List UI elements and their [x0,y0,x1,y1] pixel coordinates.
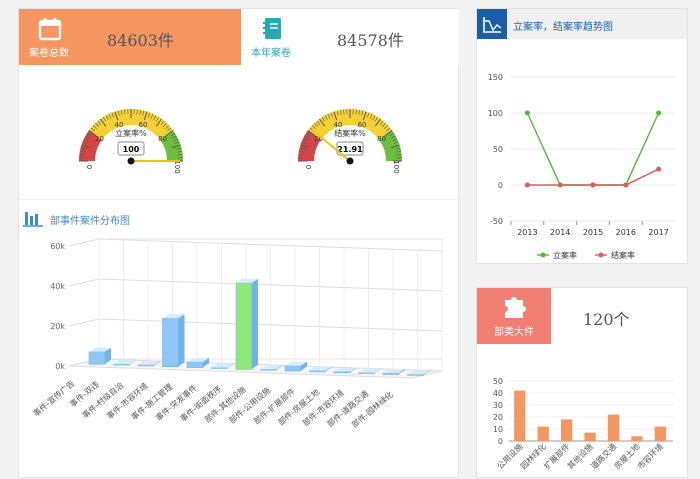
x-tick-label: 2013 [517,228,537,237]
gauge-title: 结案率% [334,128,366,138]
y-tick-label: 0k [55,362,65,371]
gauge-tick-label: 80 [158,135,167,143]
legend-label: 立案率 [553,250,577,260]
bar [655,427,666,441]
x-tick-label: 市容环境 [635,441,665,471]
gauge-min-label: 0 [85,165,93,169]
divider [19,199,460,200]
bar [285,366,301,371]
gauge-pivot [347,158,354,165]
gauge-tick-label: 80 [377,135,386,143]
total-cases-label: 案卷总数 [19,44,79,59]
bar [187,362,203,368]
y-tick-label: 50 [493,145,503,154]
y-tick-label: -50 [490,217,503,226]
category-value: 120个 [583,306,630,330]
gauge-tick-label: 40 [333,121,342,129]
year-cases-label: 本年案卷 [241,44,301,59]
grid-line [69,319,99,326]
gauge-tick-label: 40 [114,121,123,129]
bar-side [252,279,258,369]
y-tick-label: 30 [493,401,503,410]
legend-marker [541,253,546,258]
bar [89,352,105,365]
bar [408,374,424,375]
trend-title: 立案率，结案率趋势图 [513,18,613,33]
x-tick-label: 2016 [616,228,636,237]
y-tick-label: 40 [493,389,503,398]
series-point [623,183,628,188]
y-tick-label: 10 [493,425,503,434]
gauge-max-label: 100 [173,160,181,173]
year-cases-card[interactable]: 本年案卷 84578件 [241,9,459,65]
x-tick-label: 事件-宣传广告 [31,378,76,418]
y-tick-label: 0 [498,437,503,446]
bar-chart-icon [22,207,44,229]
bar [114,364,130,365]
distribution-chart: 0k20k40k60k事件-宣传广告事件-双违事件-村级自治事件-市容环境事件-… [19,231,460,479]
bar [608,415,619,441]
bar [584,433,595,441]
bar [631,436,642,441]
gauge-title: 立案率% [115,128,147,138]
series-point [558,183,563,188]
line-chart-icon [477,9,507,39]
y-tick-label: 50 [493,377,503,386]
x-tick-label: 2015 [583,228,603,237]
gauge-max-label: 100 [392,160,400,173]
series-point [525,111,530,116]
total-cases-value: 84603件 [107,27,174,51]
trend-chart: 150 100 50 0 -50 2013 2014 2015 2016 2017 立案率 结案率 [477,39,687,263]
bar [334,372,350,373]
y-tick-label: 40k [50,282,65,291]
x-tick-label: 2017 [648,228,668,237]
bar [383,373,399,375]
bar-side [179,314,185,366]
gauge-tick-label: 60 [139,121,148,129]
gauge-tick-label: 20 [95,135,104,143]
bar [514,391,525,441]
y-tick-label: 20k [50,322,65,331]
legend-label: 结案率 [611,250,635,260]
bar [538,427,549,441]
bar [359,373,375,374]
bar [310,371,326,372]
bar [163,318,179,367]
gauge-tick-label: 60 [358,121,367,129]
gauge-value: 100 [123,145,140,154]
bar [138,365,154,366]
y-tick-label: 150 [488,73,503,82]
y-tick-label: 60k [50,242,65,251]
gauge-pivot [128,158,135,165]
series-point [656,111,661,116]
y-tick-label: 0 [498,181,503,190]
puzzle-icon [499,294,529,324]
series-point [591,183,596,188]
dashboard-left-panel: 案卷总数 84603件 本年案卷 84578件 20 40 60 80 0 100 立案率%… [18,8,459,478]
y-tick-label: 20 [493,413,503,422]
category-label: 部类大件 [477,323,551,338]
legend-marker [599,253,604,258]
category-card[interactable]: 部类大件 [477,288,551,344]
year-cases-value: 84578件 [337,27,404,51]
x-tick-label: 2014 [550,228,570,237]
series-point [656,167,661,172]
series-point [525,183,530,188]
bar [236,283,252,370]
bar [212,368,228,369]
grid-line [69,239,99,246]
bar [561,419,572,441]
distribution-title: 部事件案件分布图 [50,212,130,227]
trend-panel: 立案率，结案率趋势图 150 100 50 0 -50 2013 2014 2015 2016 2… [476,8,688,264]
gauge-min-label: 0 [304,165,312,169]
y-tick-label: 100 [488,109,503,118]
bar [261,369,277,370]
total-cases-card[interactable]: 案卷总数 84603件 [19,9,241,65]
grid-line [69,279,99,286]
